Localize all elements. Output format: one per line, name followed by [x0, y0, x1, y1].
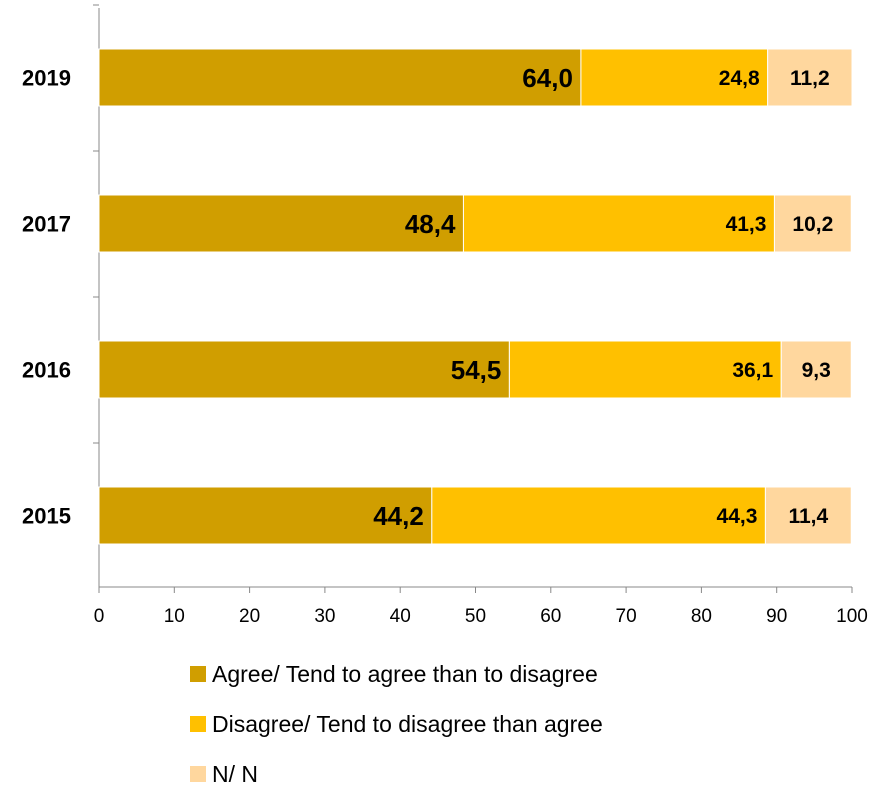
legend-label-nn: N/ N [212, 760, 258, 787]
x-tick-label: 0 [94, 606, 105, 627]
bar-segment-2016-0 [98, 340, 510, 399]
legend-item-agree: Agree/ Tend to agree than to disagree [190, 660, 603, 688]
x-tick-label: 50 [465, 606, 486, 627]
x-tick-label: 20 [239, 606, 260, 627]
data-label-2016-2: 9,3 [802, 359, 831, 382]
x-tick-label: 10 [164, 606, 185, 627]
data-label-2017-0: 48,4 [405, 209, 456, 239]
data-label-2015-1: 44,3 [717, 505, 758, 528]
x-tick-label: 100 [836, 606, 868, 627]
data-label-2019-2: 11,2 [790, 67, 830, 90]
category-label-2016: 2016 [22, 358, 71, 383]
data-label-2017-2: 10,2 [792, 213, 833, 236]
category-label-2019: 2019 [22, 66, 71, 91]
x-tick-label: 80 [691, 606, 712, 627]
legend-label-agree: Agree/ Tend to agree than to disagree [212, 660, 598, 687]
x-tick-label: 60 [540, 606, 561, 627]
bar-segment-2019-1 [580, 48, 769, 107]
legend-item-disagree: Disagree/ Tend to disagree than agree [190, 710, 603, 738]
bar-segment-2015-1 [431, 486, 766, 545]
legend: Agree/ Tend to agree than to disagree Di… [190, 660, 603, 810]
bar-segment-2019-2 [767, 48, 853, 107]
bar-segment-2017-2 [773, 194, 852, 253]
legend-item-nn: N/ N [190, 760, 603, 788]
legend-label-disagree: Disagree/ Tend to disagree than agree [212, 710, 603, 737]
bar-segment-2019-0 [98, 48, 582, 107]
bar-segment-2016-2 [780, 340, 852, 399]
data-label-2015-0: 44,2 [373, 501, 424, 531]
x-tick-label: 70 [616, 606, 637, 627]
x-tick-label: 90 [766, 606, 787, 627]
data-label-2015-2: 11,4 [788, 505, 828, 528]
bar-segment-2015-2 [764, 486, 852, 545]
data-label-2019-1: 24,8 [719, 67, 760, 90]
category-label-2017: 2017 [22, 212, 71, 237]
bar-segment-2015-0 [98, 486, 433, 545]
bar-segment-2017-0 [98, 194, 464, 253]
legend-swatch-agree [190, 666, 206, 682]
bar-segment-2016-1 [508, 340, 782, 399]
x-tick-label: 40 [390, 606, 411, 627]
stacked-bar-chart: 0 10 20 30 40 50 60 70 80 90 100 2019 64,0 24,8 11,2 20… [22, 4, 868, 627]
category-label-2015: 2015 [22, 504, 71, 529]
data-label-2017-1: 41,3 [726, 213, 767, 236]
legend-swatch-disagree [190, 716, 206, 732]
x-tick-label: 30 [314, 606, 335, 627]
data-label-2016-0: 54,5 [451, 355, 502, 385]
data-label-2016-1: 36,1 [732, 359, 773, 382]
legend-swatch-nn [190, 766, 206, 782]
data-label-2019-0: 64,0 [522, 63, 573, 93]
